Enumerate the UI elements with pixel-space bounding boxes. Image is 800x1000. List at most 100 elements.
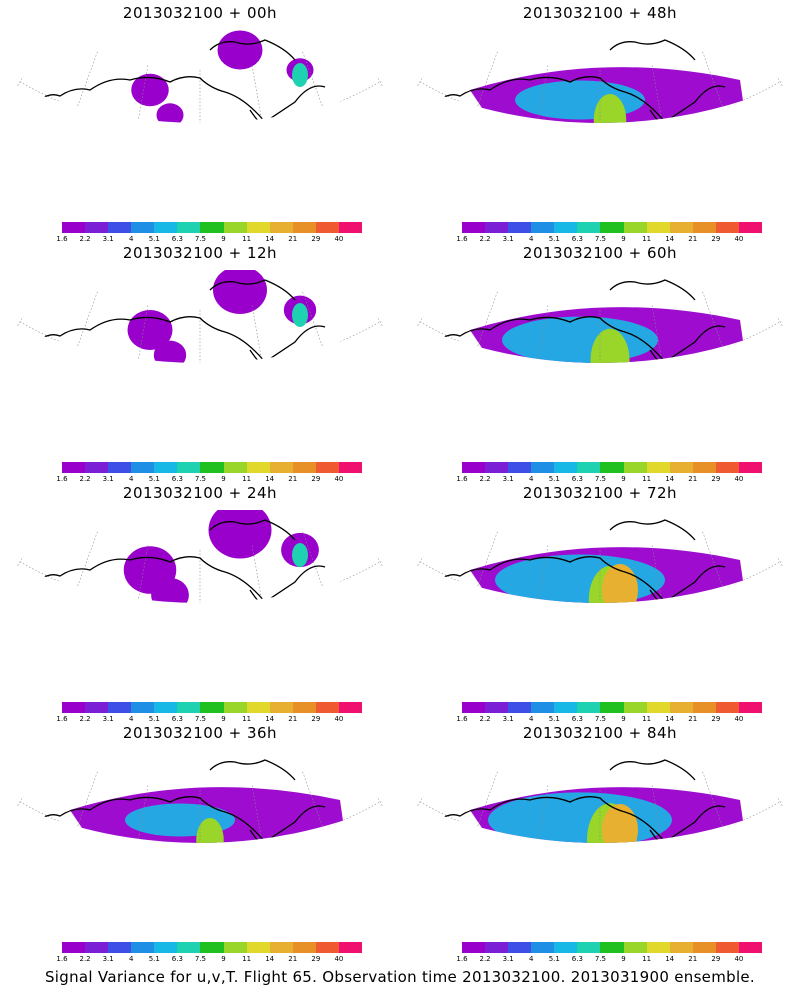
colorbar-swatch [108,702,132,713]
colorbar-swatch [554,702,578,713]
colorbar [62,462,363,473]
colorbar-swatch [669,462,693,473]
colorbar-swatch [223,462,247,473]
colorbar-label: 6.3 [171,955,183,963]
colorbar-swatch [554,222,578,233]
colorbar-label: 4 [528,235,534,243]
colorbar-labels: 1.6 2.2 3.1 4 5.1 6.3 7.5 9 11 14 21 29 40 [56,235,362,245]
colorbar-label: 9 [221,955,226,963]
variance-field [70,787,350,843]
colorbar-swatch [623,702,647,713]
colorbar-swatch [646,222,670,233]
colorbar-swatch [531,942,555,953]
coastline [39,519,351,603]
graticule [415,270,785,363]
coastline [439,519,751,603]
colorbar-swatch [269,702,293,713]
colorbar-swatch [200,462,224,473]
panel-title: 2013032100 + 84h [522,724,678,742]
colorbar-label: 2.2 [479,475,491,483]
colorbar-swatch [600,462,624,473]
colorbar-label: 7.5 [594,475,607,483]
colorbar-label: 3.1 [102,235,114,243]
colorbar-swatch [531,702,555,713]
panel-title: 2013032100 + 60h [522,244,678,262]
colorbar-swatch [131,462,155,473]
colorbar-label: 3.1 [502,955,514,963]
colorbar-label: 40 [734,475,744,483]
colorbar-label: 5.1 [148,235,160,243]
panel-title: 2013032100 + 12h [122,244,278,262]
colorbar-label: 40 [334,715,344,723]
colorbar-label: 6.3 [171,475,183,483]
colorbar-label: 9 [621,475,626,483]
colorbar-swatch [292,702,316,713]
colorbar-swatch [85,222,109,233]
variance-field [131,30,314,123]
panel-title: 2013032100 + 00h [122,4,278,22]
colorbar-swatch [577,702,601,713]
variance-blob [502,316,658,363]
colorbar-label: 6.3 [571,715,583,723]
polar-map [15,30,385,123]
colorbar-swatch [715,942,739,953]
colorbar-swatch [154,222,178,233]
panel-title: 2013032100 + 48h [522,4,678,22]
colorbar-swatch [200,222,224,233]
colorbar-swatch [577,942,601,953]
colorbar-label: 29 [711,715,721,723]
colorbar-swatch [692,942,716,953]
colorbar-swatch [223,222,247,233]
colorbar-label: 1.6 [56,235,68,243]
colorbar-swatch [131,942,155,953]
colorbar-label: 21 [688,955,698,963]
colorbar-swatch [738,942,763,953]
colorbar-label: 4 [528,715,534,723]
coastline [439,279,751,363]
colorbar-label: 14 [265,955,275,963]
colorbar-label: 11 [242,955,252,963]
forecast-panel: 2013032100 + 48h 1.6 2.2 3.1 4 5.1 6.3 7.5 9 11 14… [400,0,800,243]
colorbar-label: 2.2 [479,715,491,723]
variance-blob [217,30,263,70]
colorbar-label: 40 [334,235,344,243]
colorbar-swatch [315,222,339,233]
variance-field [470,787,750,843]
colorbar-swatch [692,702,716,713]
forecast-panel: 2013032100 + 36h 1.6 2.2 3.1 4 5.1 6.3 7.5 9 11 14… [0,720,400,963]
forecast-panel: 2013032100 + 72h 1.6 2.2 3.1 4 5.1 6.3 7.5 9 11 14… [400,480,800,723]
colorbar-label: 9 [221,715,226,723]
colorbar-swatch [62,222,86,233]
panel-title: 2013032100 + 72h [522,484,678,502]
colorbar-swatch [338,942,363,953]
colorbar-swatch [108,462,132,473]
forecast-panel: 2013032100 + 00h 1.6 2.2 3.1 4 5.1 6.3 7.5 9 11 14… [0,0,400,243]
colorbar-label: 3.1 [502,715,514,723]
colorbar-label: 11 [642,715,652,723]
polar-map [415,510,785,603]
colorbar-swatch [85,462,109,473]
colorbar-label: 29 [711,235,721,243]
colorbar-swatch [85,942,109,953]
colorbar-label: 5.1 [548,475,560,483]
forecast-panel: 2013032100 + 12h 1.6 2.2 3.1 4 5.1 6.3 7.5 9 11 14… [0,240,400,483]
colorbar [62,702,363,713]
colorbar-label: 14 [265,715,275,723]
forecast-panel: 2013032100 + 60h 1.6 2.2 3.1 4 5.1 6.3 7.5 9 11 14… [400,240,800,483]
graticule [15,510,385,603]
colorbar-label: 21 [688,475,698,483]
colorbar-swatch [154,462,178,473]
colorbar-label: 1.6 [56,955,68,963]
colorbar-swatch [338,702,363,713]
colorbar-swatch [485,222,509,233]
colorbar-label: 7.5 [594,955,607,963]
colorbar-label: 11 [242,235,252,243]
colorbar-swatch [485,702,509,713]
colorbar-label: 7.5 [194,715,207,723]
polar-map [415,270,785,363]
colorbar-swatch [62,942,86,953]
colorbar-label: 1.6 [56,715,68,723]
colorbar [62,942,363,953]
colorbar-label: 5.1 [548,955,560,963]
colorbar-swatch [315,942,339,953]
